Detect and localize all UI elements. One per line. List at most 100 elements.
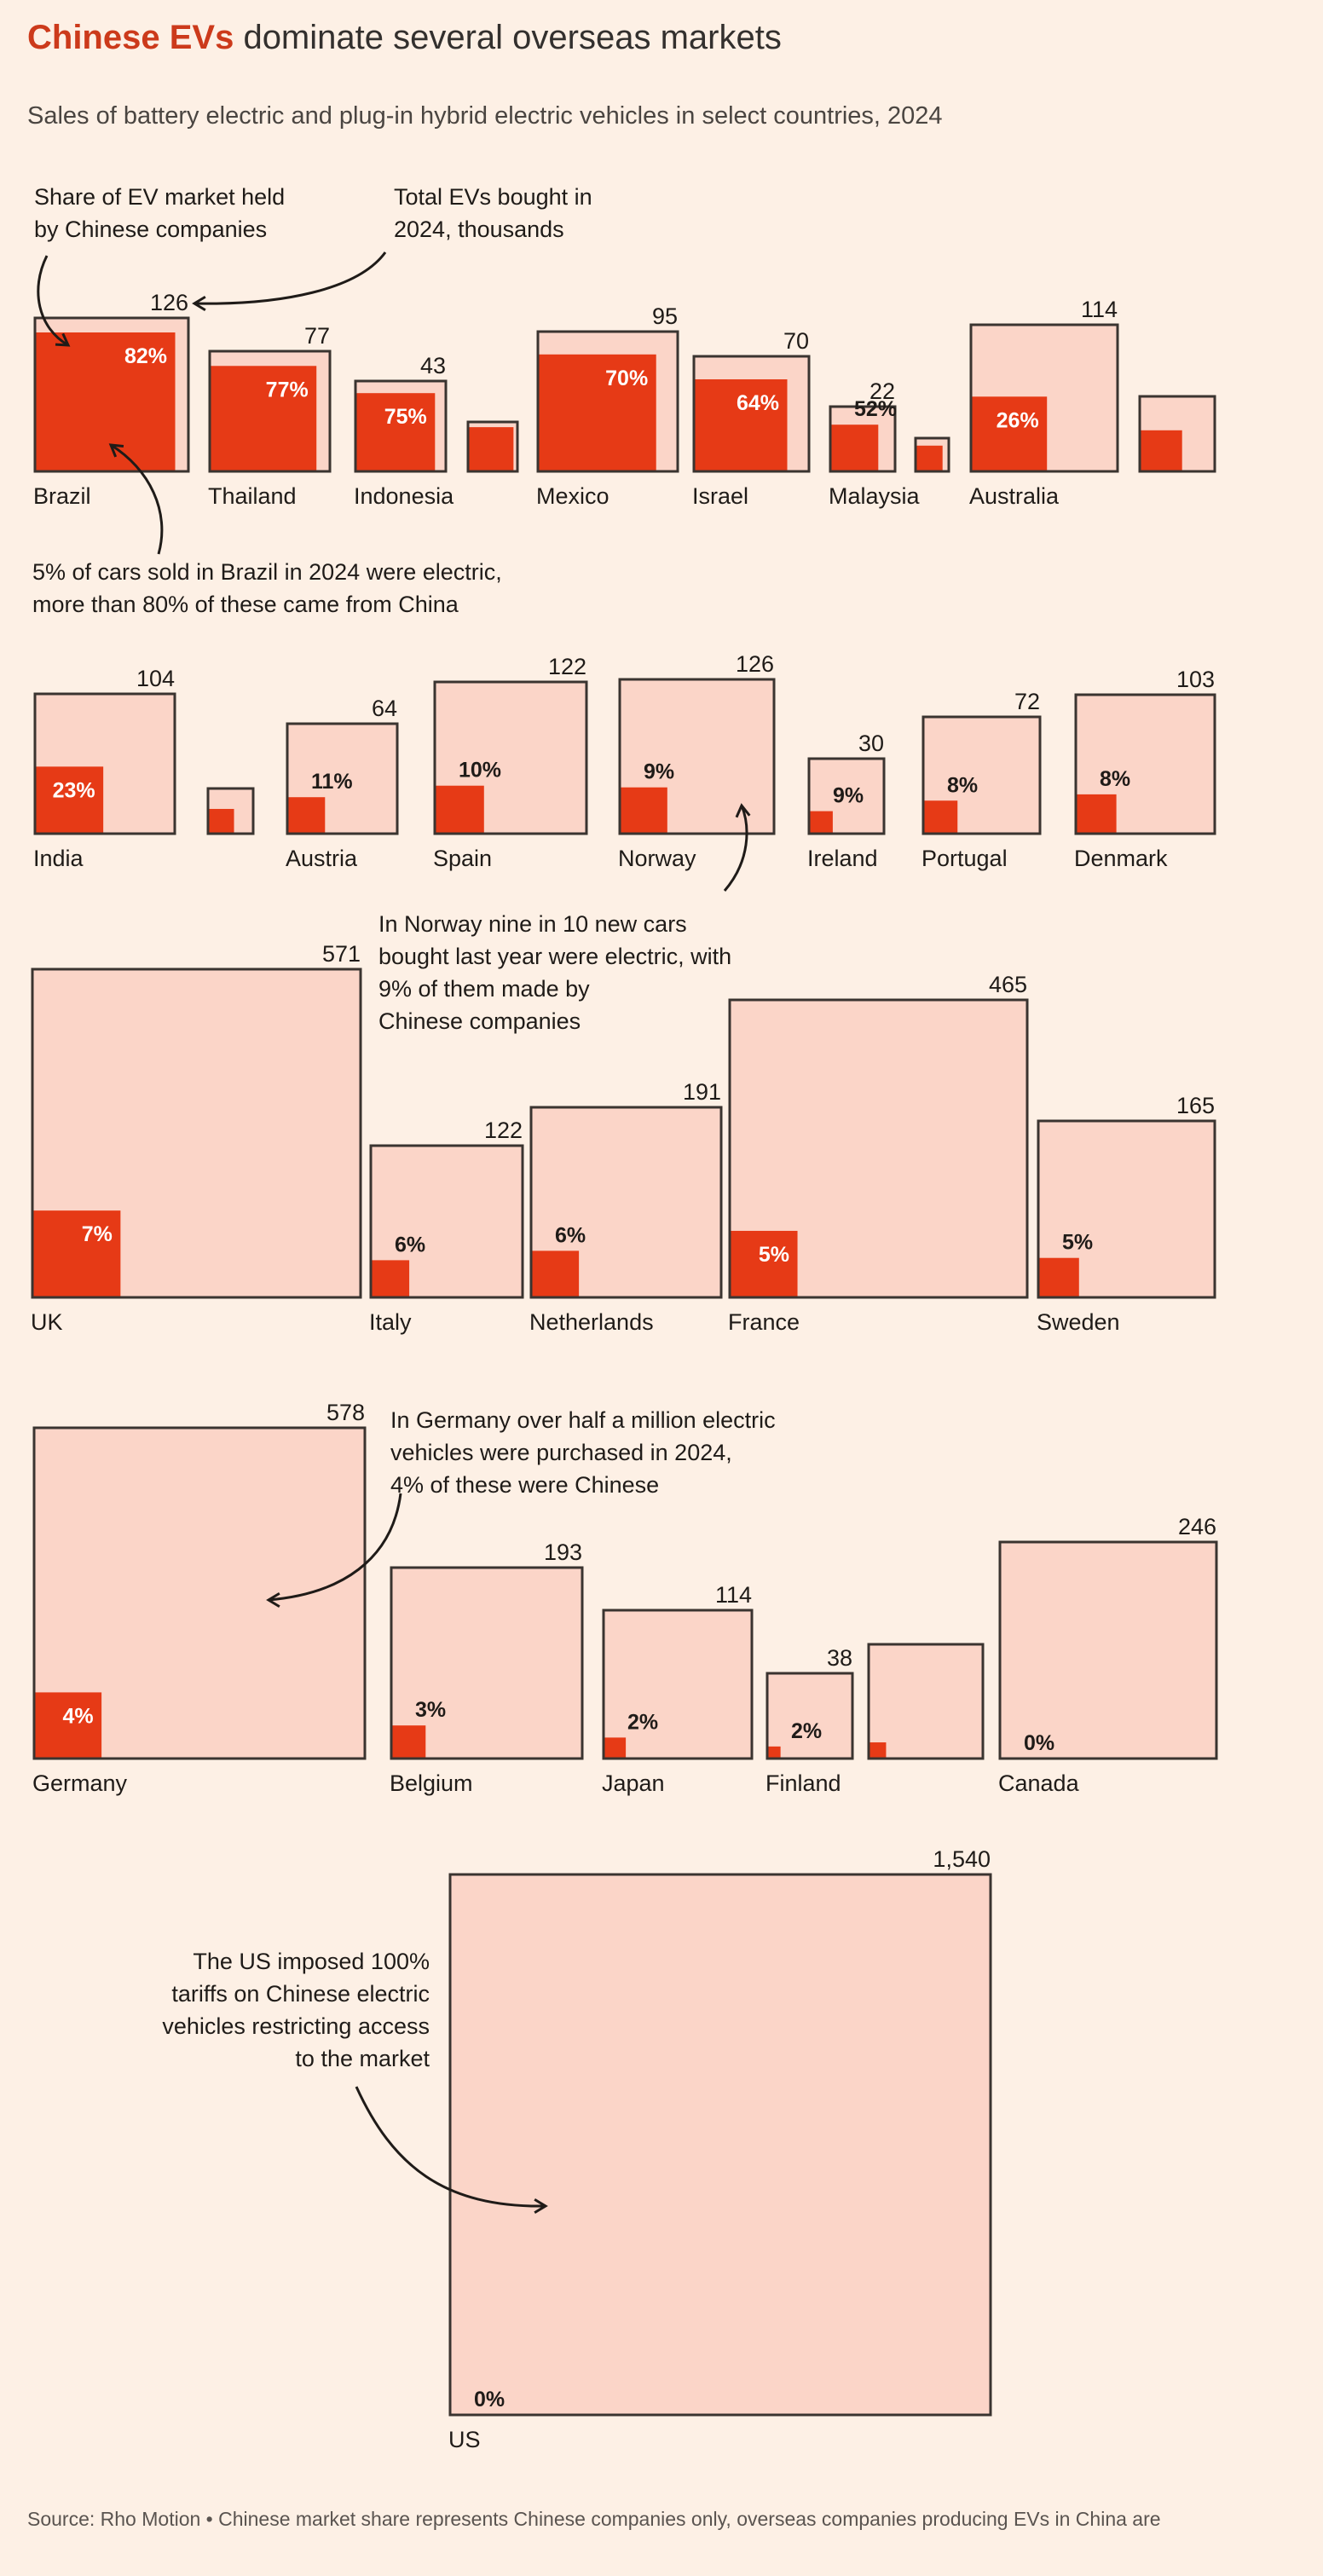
arrow-head — [192, 295, 206, 312]
share-label: 0% — [474, 2388, 505, 2411]
share-key-note-line: Share of EV market held — [34, 184, 285, 210]
share-label: 26% — [997, 408, 1039, 432]
total-label: 38 — [827, 1645, 852, 1671]
country-name: Finland — [765, 1770, 841, 1796]
country-germany-23: 4% 578 Germany — [32, 1400, 367, 1796]
title-rest: dominate several overseas markets — [234, 19, 782, 56]
norway-note-line: bought last year were electric, with — [378, 944, 731, 969]
share-label: 4% — [62, 1704, 93, 1728]
country-brazil-0: 82% 126 Brazil — [33, 290, 190, 509]
chinese-share-square — [831, 425, 879, 471]
total-label: 43 — [420, 353, 446, 378]
norway-note-line: In Norway nine in 10 new cars — [378, 911, 687, 937]
total-label: 114 — [1081, 297, 1118, 322]
chinese-share-square — [209, 808, 234, 833]
total-label: 246 — [1178, 1514, 1216, 1539]
arrow-line — [194, 251, 387, 305]
arrow-line — [723, 805, 748, 892]
total-label: 95 — [652, 303, 678, 329]
country-norway-14: 9% 126 Norway — [618, 651, 776, 871]
total-label: 191 — [683, 1079, 721, 1105]
norway-note: In Norway nine in 10 new cars bought last… — [378, 911, 731, 1034]
country-denmark-17: 8% 103 Denmark — [1074, 667, 1216, 871]
country-name: India — [33, 846, 84, 871]
country-indonesia-2: 75% 43 Indonesia — [354, 353, 454, 509]
share-label: 9% — [644, 760, 674, 784]
chinese-share-square — [539, 354, 656, 471]
chinese-share-square — [36, 766, 104, 833]
country-name: Brazil — [33, 483, 91, 509]
country-name: Austria — [286, 846, 358, 871]
us-note-line: The US imposed 100% — [193, 1949, 430, 1974]
arrow-brazil — [108, 443, 164, 555]
share-label: 11% — [311, 770, 353, 794]
chinese-share-square — [35, 1692, 102, 1758]
chart-title: Chinese EVs dominate several overseas ma… — [27, 19, 782, 57]
share-label: 75% — [384, 405, 427, 429]
arrow-us — [355, 2086, 548, 2215]
total-label: 103 — [1176, 667, 1215, 692]
share-label: 0% — [1024, 1731, 1054, 1755]
germany-note-line: vehicles were purchased in 2024, — [390, 1440, 732, 1465]
country-canada-28: 0% 246 Canada — [998, 1514, 1218, 1796]
total-key-note-line: 2024, thousands — [394, 217, 564, 242]
share-label: 9% — [833, 784, 864, 808]
chinese-share-square — [392, 1725, 426, 1758]
share-key-note-line: by Chinese companies — [34, 217, 267, 242]
chinese-share-square — [810, 811, 833, 833]
country-finland-26: 2% 38 Finland — [765, 1645, 854, 1796]
country-unnamed-11 — [206, 787, 255, 835]
source-note: Source: Rho Motion • Chinese market shar… — [27, 2508, 1161, 2530]
country-name: Denmark — [1074, 846, 1168, 871]
total-label: 64 — [372, 696, 397, 721]
total-label: 122 — [548, 654, 586, 679]
country-name: France — [728, 1309, 800, 1335]
country-name: Spain — [433, 846, 492, 871]
share-label: 2% — [627, 1710, 658, 1734]
arrow-head — [534, 2198, 548, 2215]
country-name: Israel — [692, 483, 748, 509]
country-italy-19: 6% 122 Italy — [369, 1118, 524, 1335]
chinese-share-square — [1039, 1257, 1079, 1297]
chinese-share-square — [36, 332, 176, 471]
country-name: Belgium — [390, 1770, 473, 1796]
arrow-line — [110, 443, 164, 555]
country-name: Italy — [369, 1309, 412, 1335]
country-mexico-4: 70% 95 Mexico — [536, 303, 679, 509]
country-thailand-1: 77% 77 Thailand — [208, 323, 332, 509]
chinese-share-square — [916, 445, 943, 471]
country-name: Japan — [602, 1770, 665, 1796]
total-square — [867, 1643, 985, 1760]
brazil-note: 5% of cars sold in Brazil in 2024 were e… — [32, 559, 502, 617]
total-label: 571 — [322, 941, 361, 967]
country-unnamed-7 — [914, 436, 950, 473]
country-spain-13: 10% 122 Spain — [433, 654, 588, 871]
total-label: 22 — [869, 378, 895, 404]
share-label: 70% — [605, 367, 648, 390]
total-label: 465 — [989, 972, 1027, 997]
share-label: 7% — [82, 1222, 113, 1246]
arrow-share-key — [37, 255, 71, 347]
us-note-line: tariffs on Chinese electric — [171, 1981, 430, 2007]
chinese-share-square — [372, 1260, 410, 1297]
share-label: 52% — [854, 397, 897, 421]
arrow-head — [735, 803, 751, 818]
total-label: 193 — [544, 1539, 582, 1565]
germany-note-line: 4% of these were Chinese — [390, 1472, 659, 1498]
country-name: Mexico — [536, 483, 610, 509]
chinese-share-square — [33, 1210, 121, 1297]
share-label: 5% — [759, 1243, 789, 1267]
country-name: Sweden — [1037, 1309, 1120, 1335]
total-label: 578 — [326, 1400, 365, 1425]
total-square — [998, 1540, 1218, 1760]
country-name: Thailand — [208, 483, 297, 509]
total-label: 165 — [1176, 1093, 1215, 1118]
total-label: 122 — [484, 1118, 523, 1143]
share-label: 8% — [947, 773, 978, 797]
arrow-head — [108, 443, 124, 458]
chinese-share-square — [1141, 430, 1182, 471]
total-label: 126 — [736, 651, 774, 677]
country-ireland-15: 9% 30 Ireland — [807, 731, 886, 871]
chinese-share-square — [469, 427, 514, 471]
